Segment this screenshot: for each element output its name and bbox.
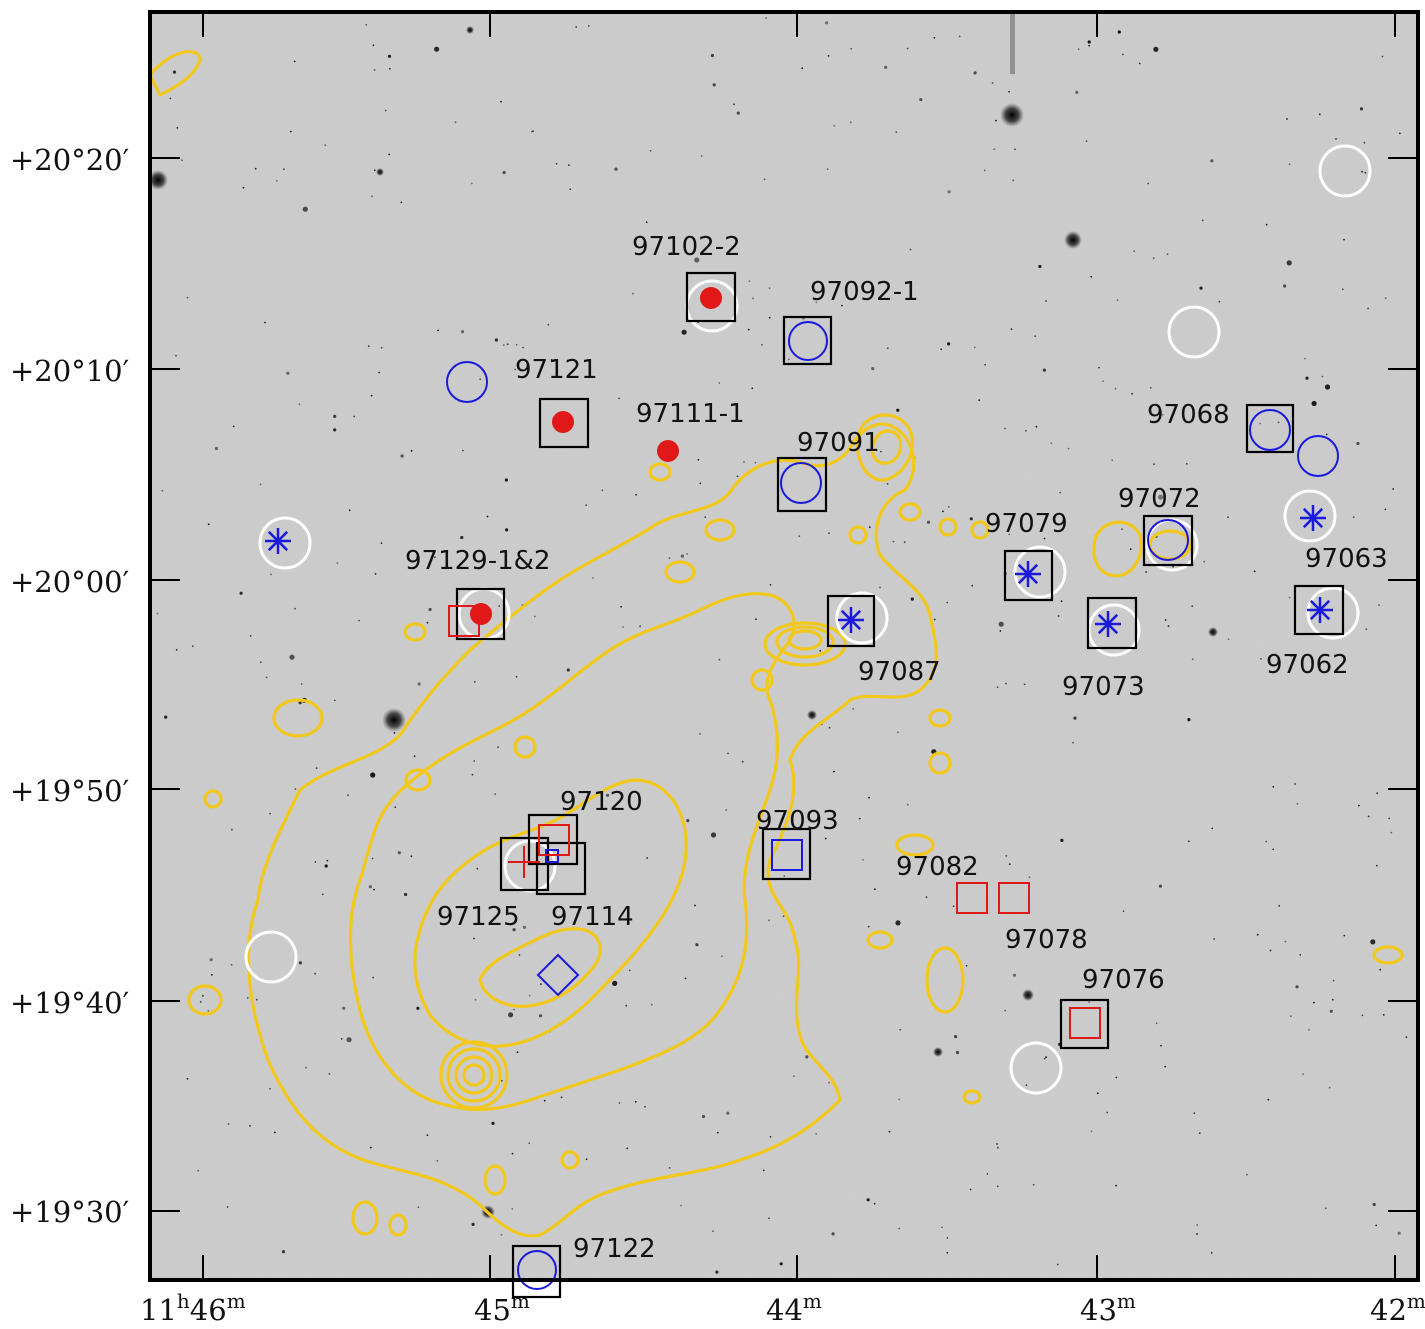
source-label-97076: 97076 — [1082, 965, 1165, 995]
asterisk-marker — [1300, 505, 1326, 531]
dec-axis-labels: +20°20′ +20°10′ +20°00′ +19°50′ +19°40′ … — [10, 143, 129, 1229]
source-labels: 97102-2 97092-1 97121 97111-1 97091 97068 9707… — [405, 232, 1388, 1264]
dec-label: +20°00′ — [10, 565, 129, 599]
bright-stars — [148, 14, 1218, 1219]
source-label-97091: 97091 — [797, 428, 880, 458]
source-label-97092-1: 97092-1 — [810, 277, 919, 307]
source-label-97125: 97125 — [437, 902, 520, 932]
dec-label: +19°40′ — [10, 986, 129, 1020]
member-boxes — [455, 271, 1345, 1299]
source-label-97078: 97078 — [1005, 925, 1088, 955]
ra-axis-labels: 11h46m 45m 44m 43m 42m — [140, 1289, 1425, 1327]
source-label-97111-1: 97111-1 — [636, 399, 745, 429]
source-label-97114: 97114 — [551, 902, 634, 932]
source-label-97072: 97072 — [1118, 484, 1201, 514]
dec-label: +19°30′ — [10, 1195, 129, 1229]
asterisk-marker — [1307, 597, 1333, 623]
axis-ticks — [150, 12, 1418, 1280]
asterisk-marker — [838, 607, 864, 633]
asterisk-marker — [1015, 561, 1041, 587]
source-label-97068: 97068 — [1147, 400, 1230, 430]
ra-label: 42m — [1370, 1289, 1425, 1327]
source-label-97122: 97122 — [573, 1234, 656, 1264]
asterisk-marker — [1095, 611, 1121, 637]
dec-label: +20°10′ — [10, 354, 129, 388]
source-label-97082: 97082 — [896, 852, 979, 882]
source-label-97129: 97129-1&2 — [405, 546, 550, 576]
ra-label: 43m — [1080, 1289, 1136, 1327]
source-label-97102-2: 97102-2 — [632, 232, 741, 262]
source-label-97073: 97073 — [1062, 672, 1145, 702]
source-label-97062: 97062 — [1266, 650, 1349, 680]
source-label-97079: 97079 — [985, 509, 1068, 539]
blue-circles — [446, 321, 1339, 1290]
source-label-97120: 97120 — [560, 787, 643, 817]
source-label-97087: 97087 — [858, 657, 941, 687]
blue-asterisks — [265, 505, 1333, 637]
ra-label: 44m — [766, 1289, 822, 1327]
red-markers — [448, 287, 1101, 1039]
dec-label: +19°50′ — [10, 774, 129, 808]
ra-label: 11h46m — [140, 1289, 246, 1327]
source-label-97093: 97093 — [756, 806, 839, 836]
plot-frame — [148, 10, 1420, 1282]
white-circles — [244, 144, 1372, 1095]
star-field — [156, 17, 1408, 1274]
ra-label: 45m — [474, 1289, 530, 1327]
xray-contours — [148, 50, 1404, 1238]
source-label-97063: 97063 — [1305, 544, 1388, 574]
dec-label: +20°20′ — [10, 143, 129, 177]
source-label-97121: 97121 — [515, 355, 598, 385]
asterisk-marker — [265, 528, 291, 554]
